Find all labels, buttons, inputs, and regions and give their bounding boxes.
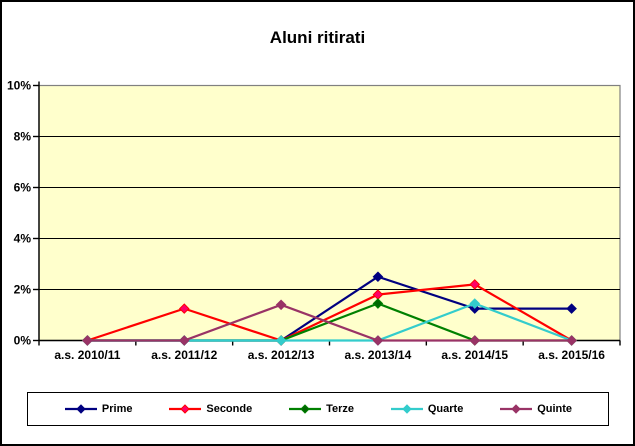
legend-line-marker-icon bbox=[390, 404, 423, 414]
y-axis-label: 4% bbox=[14, 232, 32, 246]
series-line-seconde bbox=[87, 283, 573, 342]
series-marker-quinte bbox=[275, 299, 287, 311]
legend-item-prime: Prime bbox=[64, 403, 133, 415]
chart-title: Aluni ritirati bbox=[269, 28, 366, 47]
series-marker-quinte bbox=[469, 335, 481, 346]
legend-label: Seconde bbox=[206, 403, 253, 415]
series-marker-seconde bbox=[178, 303, 190, 314]
x-axis-label: a.s. 2011/12 bbox=[151, 348, 217, 362]
series-marker-terze bbox=[372, 298, 384, 309]
legend-line-marker-icon bbox=[500, 404, 533, 414]
legend-label: Quinte bbox=[537, 403, 573, 415]
legend-item-seconde: Seconde bbox=[168, 403, 252, 415]
x-axis-label: a.s. 2014/15 bbox=[441, 348, 508, 362]
series-marker-seconde bbox=[469, 279, 481, 290]
legend-label: Prime bbox=[101, 403, 133, 415]
legend: Prime Seconde Terze Quarte Quinte bbox=[27, 392, 609, 426]
x-axis-label: a.s. 2010/11 bbox=[54, 348, 120, 362]
y-axis-label: 8% bbox=[14, 130, 32, 144]
y-axis-label: 0% bbox=[14, 334, 32, 348]
series-marker-quinte bbox=[372, 335, 384, 346]
legend-line-marker-icon bbox=[169, 404, 202, 414]
y-axis-label: 6% bbox=[14, 181, 32, 195]
series-line-quinte bbox=[87, 303, 572, 342]
legend-line-marker-icon bbox=[64, 404, 97, 414]
legend-item-quinte: Quinte bbox=[499, 403, 572, 415]
y-axis-label: 2% bbox=[14, 283, 32, 297]
legend-item-quarte: Quarte bbox=[390, 403, 463, 415]
series-marker-quarte bbox=[275, 335, 287, 346]
x-axis-label: a.s. 2012/13 bbox=[248, 348, 315, 362]
legend-line-marker-icon bbox=[289, 404, 322, 414]
plot-background bbox=[38, 84, 621, 342]
series-marker-quinte bbox=[566, 335, 577, 346]
legend-item-terze: Terze bbox=[288, 403, 354, 415]
series-quinte bbox=[82, 299, 577, 346]
legend-label: Quarte bbox=[427, 403, 464, 415]
series-marker-prime bbox=[372, 271, 384, 283]
x-axis-label: a.s. 2013/14 bbox=[345, 348, 412, 362]
series-marker-quarte bbox=[469, 298, 481, 309]
x-axis-label: a.s. 2015/16 bbox=[538, 348, 605, 362]
series-marker-quinte bbox=[82, 335, 93, 346]
legend-label: Terze bbox=[326, 403, 354, 415]
y-axis-label: 10% bbox=[7, 79, 31, 93]
series-marker-prime bbox=[566, 303, 577, 314]
series-marker-quinte bbox=[178, 335, 190, 346]
